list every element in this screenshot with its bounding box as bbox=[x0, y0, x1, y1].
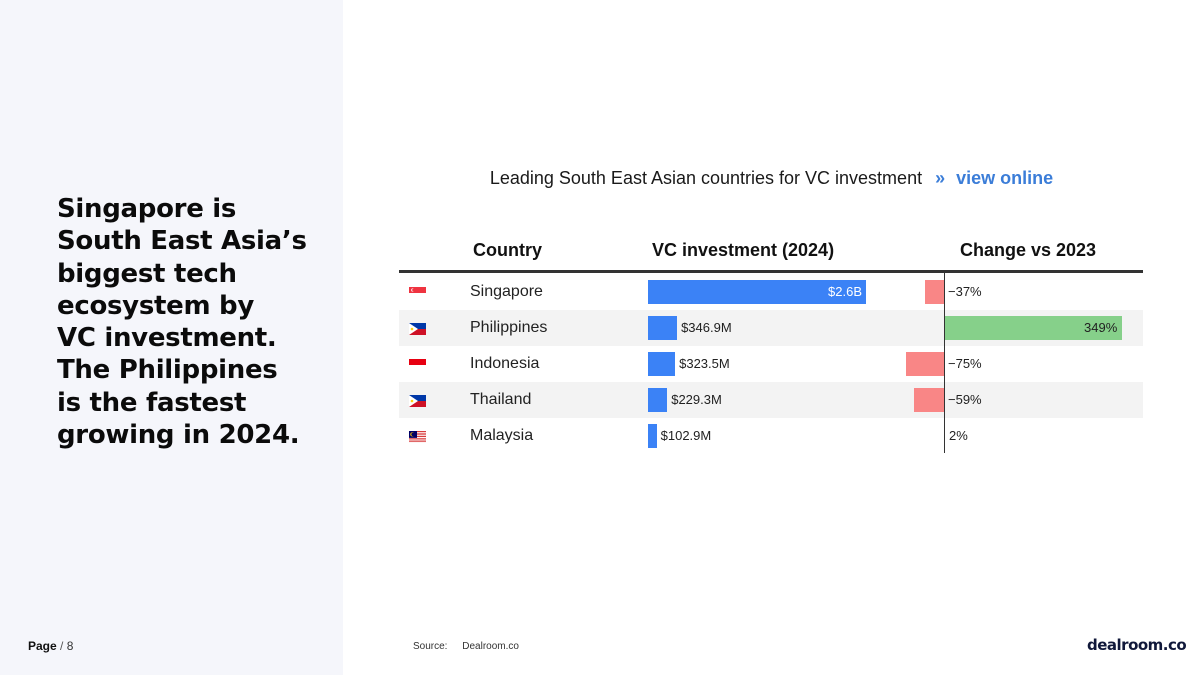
investment-value-label: $229.3M bbox=[671, 392, 722, 407]
headline: Singapore is South East Asia’s biggest t… bbox=[57, 193, 327, 451]
source-note: Source: Dealroom.co bbox=[413, 641, 519, 652]
indonesia-flag-icon bbox=[409, 358, 426, 371]
view-online-arrow-icon[interactable]: » bbox=[935, 168, 946, 188]
change-bar bbox=[925, 280, 944, 304]
headline-line: is the fastest bbox=[57, 387, 247, 418]
investment-bar bbox=[648, 424, 657, 448]
page-number: Page / 8 bbox=[28, 639, 73, 653]
investment-value-label: $102.9M bbox=[660, 428, 712, 443]
change-bar bbox=[905, 352, 944, 376]
country-label: Malaysia bbox=[470, 427, 534, 444]
singapore-flag-icon bbox=[409, 286, 426, 299]
view-online-link[interactable]: view online bbox=[956, 168, 1054, 188]
headline-line: ecosystem by bbox=[57, 290, 254, 321]
change-bar bbox=[913, 388, 944, 412]
malaysia-flag-icon bbox=[409, 430, 426, 443]
source-label: Source: bbox=[413, 641, 448, 652]
header-rule bbox=[399, 270, 1143, 273]
headline-line: South East Asia’s bbox=[57, 226, 307, 257]
table-row: Indonesia $323.5M −75% bbox=[399, 346, 1143, 382]
column-header-country: Country bbox=[473, 240, 542, 260]
investment-value-label: $2.6B bbox=[828, 284, 862, 299]
chart-title: Leading South East Asian countries for V… bbox=[400, 168, 1143, 189]
country-label: Indonesia bbox=[470, 355, 540, 372]
change-value-label: −37% bbox=[948, 284, 982, 299]
dealroom-logo: dealroom.co bbox=[1087, 636, 1187, 654]
investment-value-label: $323.5M bbox=[679, 356, 730, 371]
investment-bar bbox=[648, 316, 678, 340]
change-bar bbox=[944, 316, 1122, 340]
change-value-label: −75% bbox=[948, 356, 982, 371]
column-header-investment: VC investment (2024) bbox=[652, 240, 835, 260]
country-label: Philippines bbox=[470, 319, 548, 336]
table-row: Philippines $346.9M 349% bbox=[399, 310, 1143, 346]
table-row: Malaysia $102.9M 2% bbox=[399, 418, 1143, 454]
philippines-flag-icon bbox=[409, 394, 426, 407]
investment-value-label: $346.9M bbox=[681, 320, 732, 335]
left-panel: Singapore is South East Asia’s biggest t… bbox=[0, 0, 343, 675]
column-header-change: Change vs 2023 bbox=[960, 240, 1097, 260]
headline-line: growing in 2024. bbox=[57, 420, 300, 451]
table-row: Thailand $229.3M −59% bbox=[399, 382, 1143, 418]
philippines-flag-icon bbox=[409, 322, 426, 335]
table-row: Singapore $2.6B −37% bbox=[399, 274, 1143, 310]
change-zero-axis bbox=[944, 273, 945, 453]
chart-title-text: Leading South East Asian countries for V… bbox=[489, 168, 923, 188]
headline-line: The Philippines bbox=[57, 355, 278, 386]
page-separator: / bbox=[60, 639, 64, 653]
change-value-label: 349% bbox=[1084, 320, 1118, 335]
change-value-label: 2% bbox=[949, 428, 968, 443]
page-label: Page bbox=[28, 639, 57, 653]
country-label: Singapore bbox=[470, 283, 543, 300]
country-label: Thailand bbox=[470, 391, 532, 408]
headline-line: Singapore is bbox=[57, 194, 237, 224]
page-value: 8 bbox=[66, 639, 74, 653]
change-value-label: −59% bbox=[948, 392, 982, 407]
headline-line: biggest tech bbox=[57, 258, 237, 289]
investment-bar bbox=[648, 352, 676, 376]
investment-bar bbox=[648, 280, 866, 304]
source-value: Dealroom.co bbox=[462, 641, 519, 652]
headline-line: VC investment. bbox=[57, 323, 277, 354]
investment-bar bbox=[648, 388, 668, 412]
